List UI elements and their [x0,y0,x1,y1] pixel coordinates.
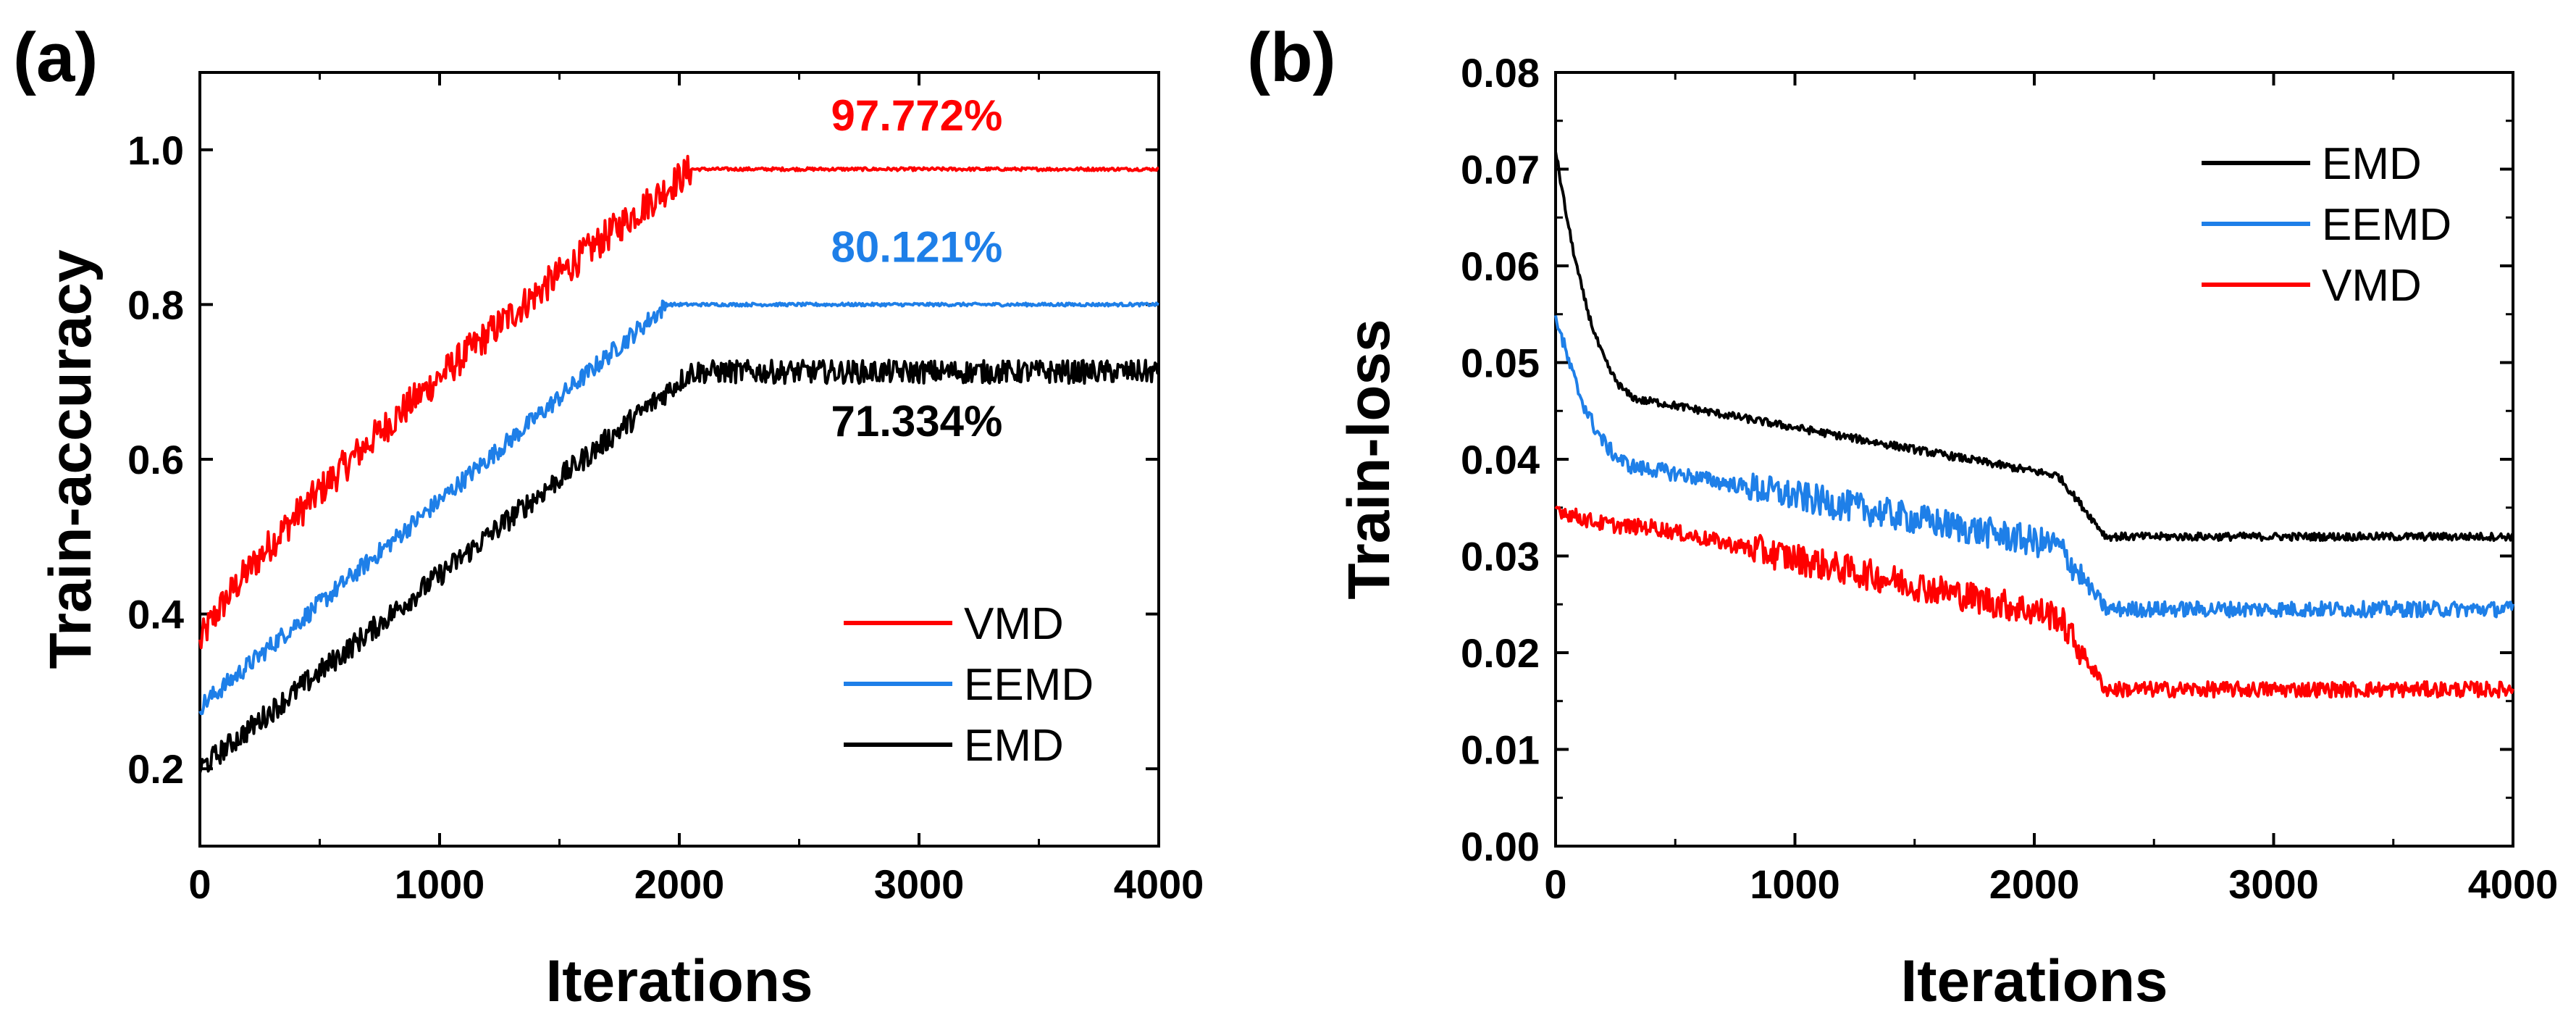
panel-a-y-tick-label: 0.4 [127,592,184,637]
panel-b-y-tick-label: 0.00 [1461,824,1540,869]
panel-b-x-tick-label: 3000 [2228,861,2319,907]
panel-b-series-emd [1554,151,2514,543]
legend-label-emd: EMD [964,721,1064,771]
annotation-97772: 97.772% [831,91,1002,140]
panel-b-x-axis-title: Iterations [1900,948,2168,1012]
panel-b-series-eemd [1554,315,2514,619]
panel-a-legend: VMD EEMD EMD [844,599,1094,771]
panel-b-y-tick-label: 0.03 [1461,534,1540,580]
panel-a-x-tick-label: 0 [188,861,211,907]
panel-b-y-tick-label: 0.04 [1461,437,1540,482]
panel-a-x-tick-label: 2000 [634,861,725,907]
panel-b-y-axis-title: Train-loss [1336,319,1402,599]
panel-b-y-tick-label: 0.02 [1461,630,1540,676]
annotation-71334: 71.334% [831,397,1002,446]
panel-a-x-tick-label: 4000 [1114,861,1204,907]
panel-b-x-tick-label: 1000 [1750,861,1840,907]
panel-a-y-tick-label: 0.8 [127,282,184,327]
panel-b-y-tick-label: 0.08 [1461,50,1540,96]
panel-b-y-tick-label: 0.05 [1461,340,1540,386]
panel-a-y-axis-title: Train-accuracy [38,249,104,669]
panel-b-y-tick-label: 0.07 [1461,147,1540,193]
panel-a-y-tick-label: 0.6 [127,437,184,482]
panel-b-label: (b) [1247,19,1336,96]
legend-label-vmd: VMD [2322,261,2422,311]
legend-label-emd: EMD [2322,139,2422,189]
panel-b-y-tick-label: 0.06 [1461,243,1540,289]
legend-label-vmd: VMD [964,599,1064,649]
panel-b-legend: EMD EEMD VMD [2202,139,2451,311]
panel-a-series-eemd [198,299,1159,716]
panel-b-x-tick-label: 2000 [1989,861,2080,907]
panel-b-y-tick-label: 0.01 [1461,727,1540,773]
annotation-80121: 80.121% [831,223,1002,272]
panel-a-accuracy: (a) 0 1000 2000 3000 4000 0.2 0.4 0.6 0.8 1.0 VM… [13,19,1204,1012]
panel-a-series-vmd [198,154,1159,650]
panel-b-series-vmd [1554,506,2514,699]
panel-a-label: (a) [13,19,98,96]
panel-b-loss: (b) 0 1000 2000 3000 4000 0.00 0.01 0.02 0.03 0.… [1247,19,2558,1012]
panel-b-x-tick-label: 4000 [2468,861,2559,907]
legend-label-eemd: EEMD [964,660,1094,710]
panel-b-x-tick-label: 0 [1544,861,1566,907]
panel-a-y-tick-label: 0.2 [127,746,184,792]
panel-a-x-tick-label: 3000 [874,861,965,907]
panel-a-series-emd [198,359,1160,774]
panel-a-x-axis-title: Iterations [545,948,813,1012]
panel-a-y-tick-label: 1.0 [127,127,184,173]
panel-a-x-tick-label: 1000 [395,861,485,907]
legend-label-eemd: EEMD [2322,200,2451,250]
